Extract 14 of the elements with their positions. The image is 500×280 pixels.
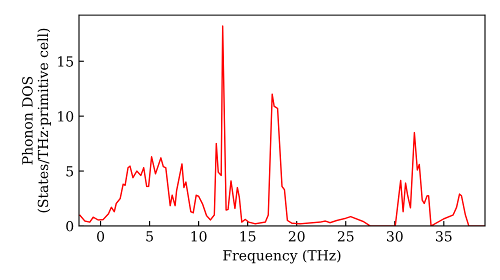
x-tick-label: 15: [240, 231, 256, 242]
y-tick-label: 15: [58, 56, 74, 67]
x-tick-label: 0: [97, 231, 104, 242]
x-tick-label: 20: [288, 231, 305, 242]
x-tick-label: 25: [338, 231, 354, 242]
y-tick-label: 10: [58, 111, 74, 122]
x-tick-label: 10: [192, 231, 207, 242]
y-tick-label: 5: [66, 166, 74, 177]
y-axis-title: Phonon DOS (States/THz·primitive cell): [22, 28, 51, 212]
x-tick-label: 35: [436, 231, 452, 242]
x-tick-label: 5: [146, 231, 153, 242]
y-tick-label: 0: [66, 220, 74, 232]
x-tick-label: 30: [387, 231, 403, 242]
x-axis-title: Frequency (THz): [223, 250, 340, 264]
